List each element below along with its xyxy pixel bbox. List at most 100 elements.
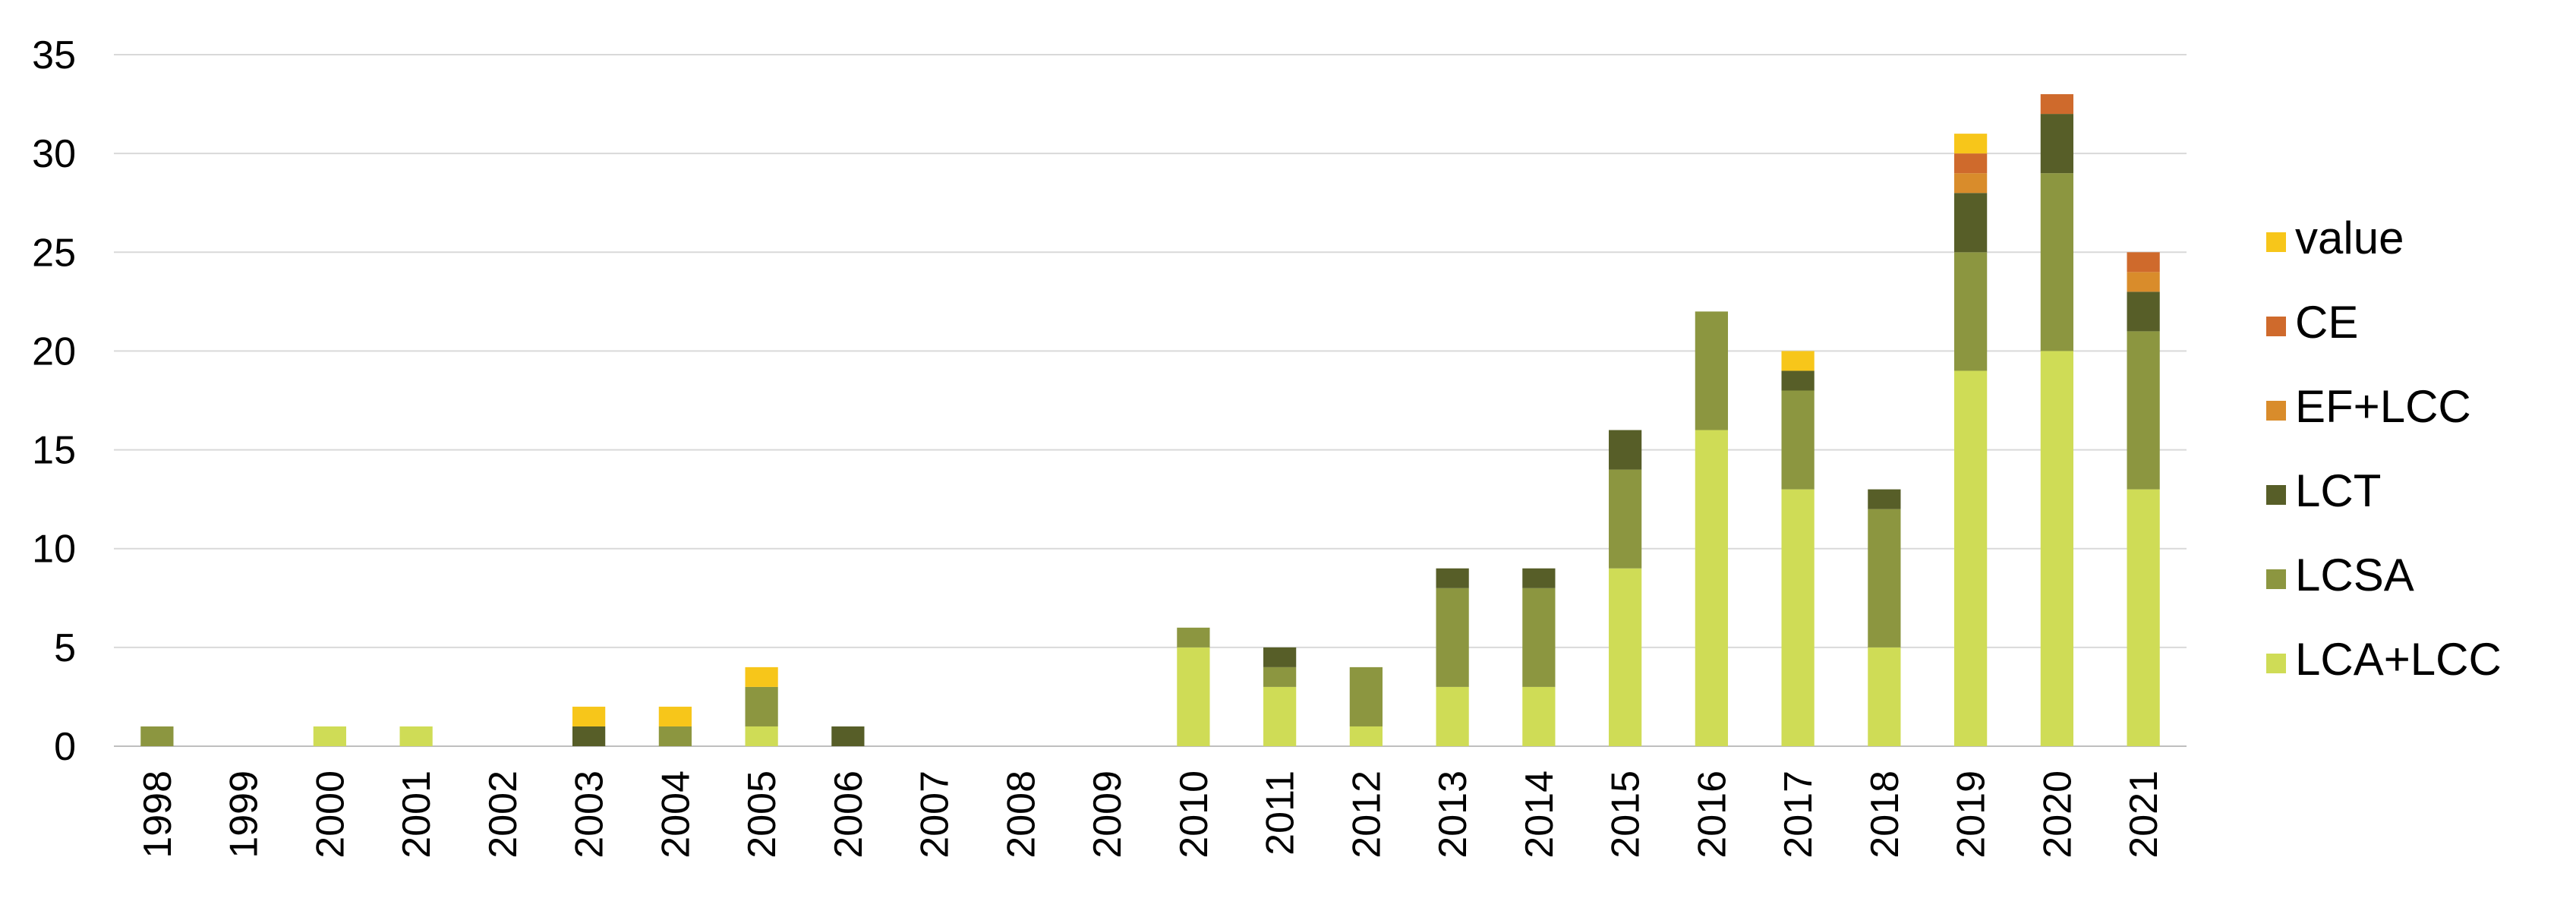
x-tick-label: 2014 [1518,770,1562,859]
y-tick-label: 5 [54,626,76,670]
bar-segment-value-2004 [658,706,692,726]
legend-swatch-ce [2266,317,2286,336]
bar-segment-lca-lcc-2012 [1349,726,1383,746]
x-tick-label: 1998 [136,770,180,859]
x-tick-label: 2001 [395,770,439,859]
bar-segment-lca-lcc-2000 [313,726,346,746]
x-axis-ticks: 1998 1999 2000 2001 2002 2003 2004 2005 2006 2007… [136,770,2166,859]
legend: value CE EF+LCC LCT LCSA LCA+LCC [2266,213,2502,685]
y-tick-label: 30 [32,132,76,176]
bar-segment-lcsa-2014 [1522,588,1556,687]
legend-label: CE [2295,297,2358,348]
y-tick-label: 15 [32,429,76,473]
bar-segment-value-2003 [572,706,606,726]
bar-segment-lca-lcc-2001 [399,726,433,746]
bar-segment-lca-lcc-2015 [1609,568,1642,746]
legend-label: value [2295,213,2404,263]
legend-label: LCA+LCC [2295,634,2502,685]
bars [140,94,2160,746]
y-tick-label: 0 [54,725,76,769]
legend-swatch-lca-lcc [2266,654,2286,673]
x-tick-label: 2015 [1604,770,1648,859]
x-tick-label: 2017 [1777,770,1821,859]
bar-segment-lct-2020 [2040,114,2073,174]
bar-segment-lcsa-2012 [1349,666,1383,726]
x-tick-label: 2009 [1086,770,1130,859]
bar-segment-lca-lcc-2021 [2127,489,2160,746]
bar-segment-lca-lcc-2010 [1177,647,1210,746]
bar-segment-lcsa-2021 [2127,331,2160,490]
x-tick-label: 2000 [308,770,352,859]
x-tick-label: 2013 [1431,770,1475,859]
y-axis-ticks: 0 5 10 15 20 25 30 35 [32,33,76,769]
y-tick-label: 25 [32,231,76,275]
x-tick-label: 2011 [1259,770,1303,856]
bar-segment-value-2017 [1781,351,1815,371]
bar-segment-lct-2015 [1609,430,1642,470]
x-tick-label: 2006 [827,770,871,859]
bar-segment-lca-lcc-2016 [1695,430,1728,746]
bar-segment-lcsa-2005 [745,686,778,726]
bar-segment-ef-lcc-2019 [1954,173,1988,194]
bar-segment-lcsa-2020 [2040,173,2073,351]
bar-segment-lct-2011 [1263,647,1297,667]
bar-segment-lct-2017 [1781,370,1815,391]
x-tick-label: 1999 [222,770,266,859]
bar-segment-lca-lcc-2017 [1781,489,1815,746]
bar-segment-lcsa-2011 [1263,666,1297,687]
bar-segment-lct-2019 [1954,193,1988,253]
bar-segment-lca-lcc-2019 [1954,370,1988,746]
legend-label: LCSA [2295,550,2414,600]
x-tick-label: 2003 [568,770,612,859]
bar-segment-ce-2021 [2127,252,2160,273]
x-tick-label: 2019 [1950,770,1994,859]
x-tick-label: 2010 [1172,770,1216,859]
bar-segment-lca-lcc-2014 [1522,686,1556,746]
legend-swatch-value [2266,232,2286,252]
bar-segment-value-2019 [1954,134,1988,154]
x-tick-label: 2012 [1345,770,1389,859]
bar-segment-lct-2018 [1868,489,1901,509]
bar-segment-lcsa-2017 [1781,390,1815,490]
x-tick-label: 2020 [2035,770,2079,859]
bar-segment-lca-lcc-2011 [1263,686,1297,746]
x-tick-label: 2018 [1863,770,1907,859]
bar-segment-ef-lcc-2021 [2127,272,2160,292]
bar-segment-lct-2021 [2127,291,2160,332]
bar-segment-lcsa-2004 [658,726,692,746]
bar-segment-lca-lcc-2020 [2040,351,2073,746]
bar-segment-lcsa-1998 [140,726,174,746]
bar-segment-lca-lcc-2013 [1436,686,1469,746]
x-tick-label: 2016 [1690,770,1734,859]
legend-swatch-ef-lcc [2266,401,2286,421]
x-tick-label: 2008 [999,770,1043,859]
bar-segment-lct-2014 [1522,568,1556,588]
bar-segment-lcsa-2018 [1868,509,1901,648]
bar-segment-lcsa-2019 [1954,252,1988,371]
bar-segment-lcsa-2013 [1436,588,1469,687]
bar-segment-lct-2006 [831,726,865,746]
bar-segment-lcsa-2016 [1695,311,1728,430]
x-tick-label: 2002 [481,770,525,859]
x-tick-label: 2021 [2122,770,2166,859]
y-tick-label: 35 [32,33,76,77]
y-tick-label: 10 [32,528,76,572]
legend-label: EF+LCC [2295,381,2471,432]
legend-swatch-lct [2266,485,2286,505]
bar-segment-lca-lcc-2018 [1868,647,1901,746]
legend-swatch-lcsa [2266,569,2286,589]
x-tick-label: 2004 [654,770,698,859]
x-tick-label: 2007 [913,770,957,859]
bar-segment-lcsa-2015 [1609,469,1642,569]
bar-segment-ce-2020 [2040,94,2073,115]
legend-label: LCT [2295,465,2381,516]
bar-segment-lct-2003 [572,726,606,746]
bar-segment-lca-lcc-2005 [745,726,778,746]
gridlines [114,54,2187,747]
bar-segment-value-2005 [745,666,778,687]
bar-segment-lct-2013 [1436,568,1469,588]
y-tick-label: 20 [32,329,76,373]
bar-segment-lcsa-2010 [1177,627,1210,648]
